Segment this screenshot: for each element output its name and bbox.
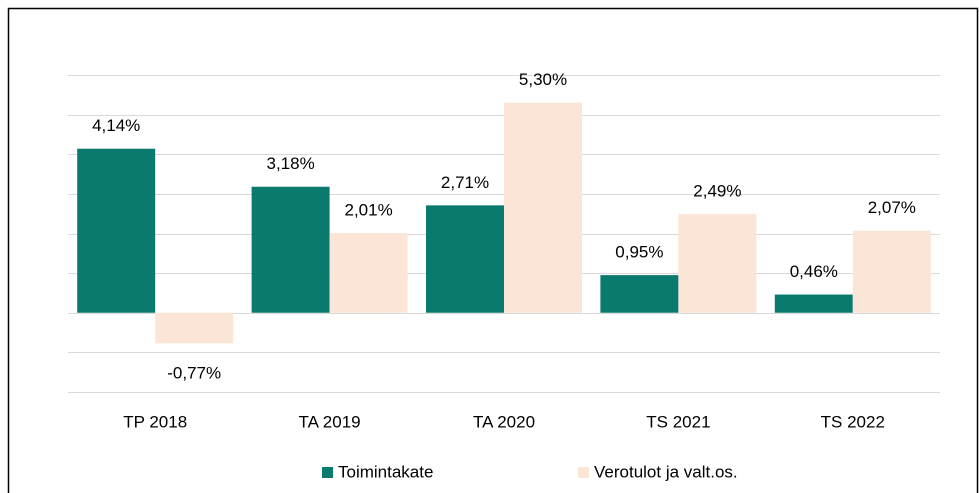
data-label: 0,95% <box>615 243 663 262</box>
bar <box>155 312 234 344</box>
legend-swatch <box>322 467 333 478</box>
bar <box>251 186 330 313</box>
legend-swatch <box>578 467 589 478</box>
legend-label: Verotulot ja valt.os. <box>594 462 738 481</box>
legend-label: Toimintakate <box>338 462 433 481</box>
bar <box>329 233 408 313</box>
x-tick-label: TA 2020 <box>473 412 535 431</box>
data-label: 4,14% <box>92 116 140 135</box>
x-tick-label: TA 2019 <box>299 412 361 431</box>
bar <box>504 102 582 313</box>
bar <box>426 205 504 313</box>
x-tick-label: TP 2018 <box>123 412 187 431</box>
data-label: 2,49% <box>693 182 741 201</box>
bar <box>77 148 156 313</box>
data-label: 2,07% <box>868 198 916 217</box>
data-label: 5,30% <box>519 70 567 89</box>
bar <box>774 294 853 313</box>
data-label: 2,71% <box>441 173 489 192</box>
data-label: 2,01% <box>344 201 392 220</box>
x-tick-label: TS 2022 <box>821 412 885 431</box>
bar <box>600 275 679 313</box>
data-label: -0,77% <box>167 364 221 383</box>
bar <box>852 230 931 313</box>
data-label: 0,46% <box>790 262 838 281</box>
bar <box>678 214 757 313</box>
x-tick-label: TS 2021 <box>646 412 710 431</box>
data-label: 3,18% <box>266 154 314 173</box>
